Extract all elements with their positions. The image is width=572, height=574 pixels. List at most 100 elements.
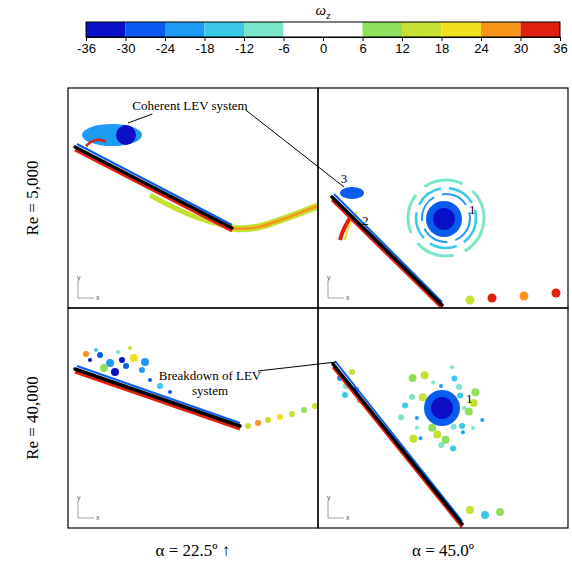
wake-vortex [552,289,561,298]
vortex-3 [340,187,364,199]
leader-line [246,110,344,187]
colorbar [86,22,560,37]
triad-label: y [77,274,81,282]
row-label: Re = 5,000 [23,160,42,235]
vortex-debris [465,408,473,416]
vortex-debris [451,424,457,430]
vortex-debris [409,394,415,400]
tick-label: 18 [435,41,449,56]
colorbar-title-subscript: z [325,9,331,21]
tick: 6 [359,37,366,56]
vortex-debris [419,436,423,440]
vortex-debris [438,442,444,448]
tick-label: -12 [235,41,254,56]
vortex-1 [426,201,462,237]
annotation: 3 [341,171,348,186]
colorbar-band [126,22,166,37]
tick: 30 [514,37,528,56]
panel-background [318,88,568,308]
breakdown-eddy [119,357,125,363]
colorbar-band [481,22,521,37]
figure: -36-30-24-18-12-6061218243036ωzyxyxyxyxC… [0,0,572,574]
wake-vortex [289,411,295,417]
wake-vortex [481,511,489,519]
wake-vortex [520,292,529,301]
panel-background [68,308,318,528]
axis-triad: yx [327,494,350,521]
breakdown-eddy [168,390,172,394]
tick-label: 0 [320,41,327,56]
breakdown-eddy [342,392,348,398]
panel [68,88,318,308]
colorbar-band [165,22,205,37]
leader-line [128,114,152,123]
tick-label: 12 [395,41,409,56]
colorbar-band [442,22,482,37]
tick-label: 24 [474,41,488,56]
column-label: α = 45.0º [412,541,474,560]
colorbar-band [205,22,245,37]
triad-lines [78,502,94,518]
panel-frame [68,308,318,528]
axis-triad: yx [327,274,350,301]
tick-label: -24 [156,41,175,56]
panel [318,88,568,308]
axis-triad: yx [77,494,100,521]
vortex-debris [480,418,484,422]
triad-label: y [77,494,81,502]
colorbar-band [284,22,324,37]
colorbar-title: ωz [316,2,332,21]
breakdown-eddy [148,378,152,382]
vortex-debris [471,426,475,430]
secondary-vortex [86,140,106,146]
shear-layer-positive [332,200,442,308]
vortex-ring [422,194,470,242]
vortex-1-core [433,208,455,230]
tick: -30 [117,37,136,56]
tick: 0 [320,37,327,56]
colorbar-band [363,22,403,37]
colorbar-band [323,22,363,37]
annotation: 2 [362,213,369,228]
vortex-debris [415,426,419,430]
annotations: Coherent LEV systemBreakdown of LEVsyste… [128,98,476,406]
vortex-debris [439,384,443,388]
vortex-1 [424,390,460,426]
vortex-ring [416,188,476,248]
vortex-debris [431,380,435,384]
shear-layer-negative [334,194,442,302]
tick: 24 [474,37,488,56]
vortex-1-core [431,397,453,419]
vortex-debris [433,431,441,439]
breakdown-eddy [128,346,132,350]
triad-label: y [327,274,331,282]
vortex-debris [428,424,436,432]
shear-layer-positive [75,150,232,231]
tick: -36 [77,37,96,56]
triad-lines [78,282,94,298]
wake-vortex [245,423,251,429]
panel [318,308,568,528]
panel-background [68,88,318,308]
vortex-debris [471,388,479,396]
plate [332,197,442,305]
column-label: α = 22.5º ↑ [156,541,231,560]
leader-line [258,362,336,371]
vortex-debris [451,375,457,381]
breakdown-eddy [130,354,138,362]
breakdown-eddy [100,364,108,372]
wake-vortex [466,296,475,305]
colorbar-frame [86,22,560,37]
wake-vortex [488,294,497,303]
tick-label: 30 [514,41,528,56]
panel-frame [318,308,568,528]
wake-vortex [466,506,474,514]
annotation: 1 [469,202,476,217]
breakdown-eddy [157,383,163,389]
wake-vortex [265,417,271,423]
colorbar-band [521,22,561,37]
breakdown-eddy [83,351,89,357]
tick: -12 [235,37,254,56]
colorbar-band [244,22,284,37]
panel-background [318,308,568,528]
